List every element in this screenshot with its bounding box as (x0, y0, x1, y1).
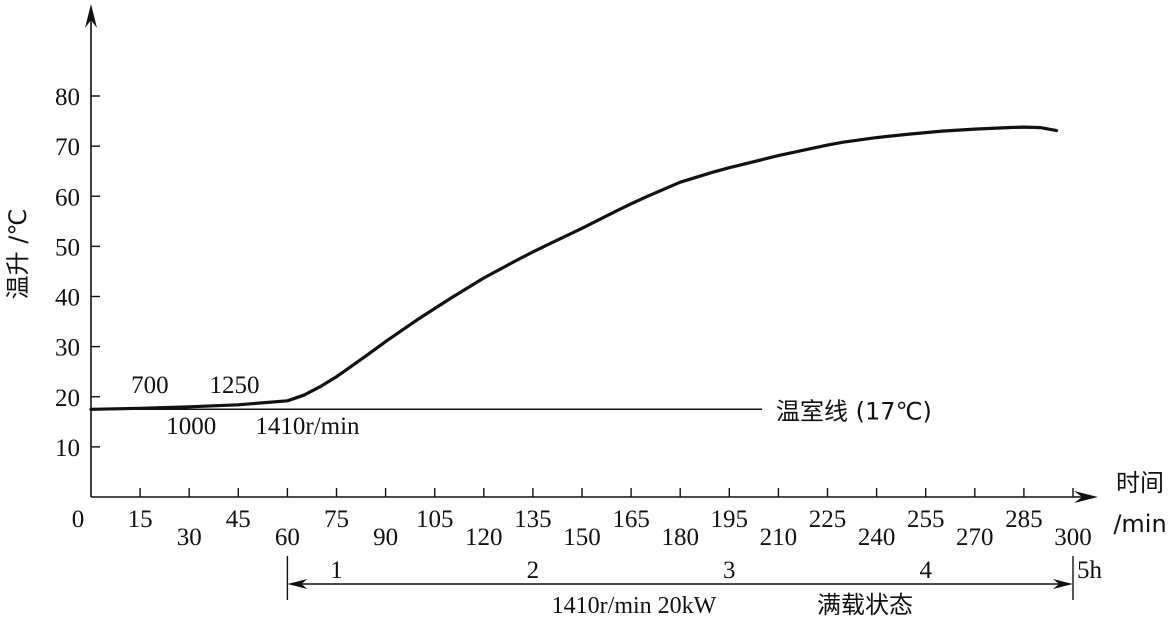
speed-annotation: 1250 (209, 372, 259, 399)
x-tick-label: 90 (373, 524, 398, 551)
hour-mark-label: 3 (723, 557, 736, 584)
bracket-label-speed-power: 1410r/min 20kW (552, 593, 717, 619)
load-bracket: 1 2 3 4 5h (286, 556, 1103, 600)
speed-annotation: 1000 (166, 413, 216, 440)
temperature-rise-line (89, 125, 1059, 411)
bracket-label-full-load: 满载状态 (817, 591, 913, 619)
y-tick-label: 40 (55, 285, 80, 312)
x-axis-label-unit: /min (1113, 510, 1166, 538)
y-tick-label: 80 (55, 84, 80, 111)
hour-mark-label: 5h (1077, 557, 1103, 584)
y-axis-ticks: 10 20 30 40 50 60 70 80 (55, 84, 100, 462)
bracket-arrow-left (287, 579, 308, 589)
x-tick-label: 15 (128, 506, 153, 533)
x-tick-label: 180 (661, 524, 699, 551)
y-tick-label: 30 (55, 335, 80, 362)
y-tick-label: 50 (55, 234, 80, 261)
y-tick-label: 20 (55, 385, 80, 412)
x-tick-label: 0 (72, 506, 85, 533)
x-tick-label: 75 (324, 506, 349, 533)
x-tick-label: 270 (956, 524, 994, 551)
y-tick-label: 10 (55, 435, 80, 462)
annotations: 700 1250 1000 1410r/min (91, 372, 763, 440)
reference-line-label: 温室线 (17℃) (776, 397, 932, 425)
series-layer (89, 125, 1059, 411)
y-tick-label: 70 (55, 134, 80, 161)
x-tick-label: 285 (1005, 506, 1043, 533)
x-axis-arrow (1074, 491, 1098, 503)
hour-mark-label: 4 (919, 557, 932, 584)
x-tick-label: 135 (514, 506, 552, 533)
x-axis-label-name: 时间 (1116, 469, 1164, 497)
bracket-arrow-right (1053, 579, 1073, 589)
x-tick-label: 210 (760, 524, 798, 551)
x-tick-label: 45 (226, 506, 251, 533)
x-tick-label: 30 (177, 524, 202, 551)
speed-annotation: 700 (131, 372, 169, 399)
x-axis-ticks: 0 15 30 45 60 75 90 105 120 135 150 165 180 195 210 225… (72, 488, 1092, 551)
x-tick-label: 225 (809, 506, 847, 533)
hour-mark-label: 1 (330, 557, 343, 584)
y-axis-label: 温升 /℃ (4, 209, 32, 300)
x-tick-label: 120 (465, 524, 503, 551)
x-tick-label: 150 (563, 524, 601, 551)
speed-annotation: 1410r/min (255, 413, 360, 440)
x-tick-label: 300 (1054, 524, 1092, 551)
axes (85, 4, 1098, 503)
x-tick-label: 255 (907, 506, 945, 533)
y-axis-arrow (85, 4, 97, 28)
x-tick-label: 105 (416, 506, 454, 533)
x-tick-label: 165 (612, 506, 650, 533)
x-tick-label: 60 (275, 524, 300, 551)
y-tick-label: 60 (55, 184, 80, 211)
x-tick-label: 195 (711, 506, 749, 533)
hour-mark-label: 2 (527, 557, 540, 584)
x-tick-label: 240 (858, 524, 896, 551)
